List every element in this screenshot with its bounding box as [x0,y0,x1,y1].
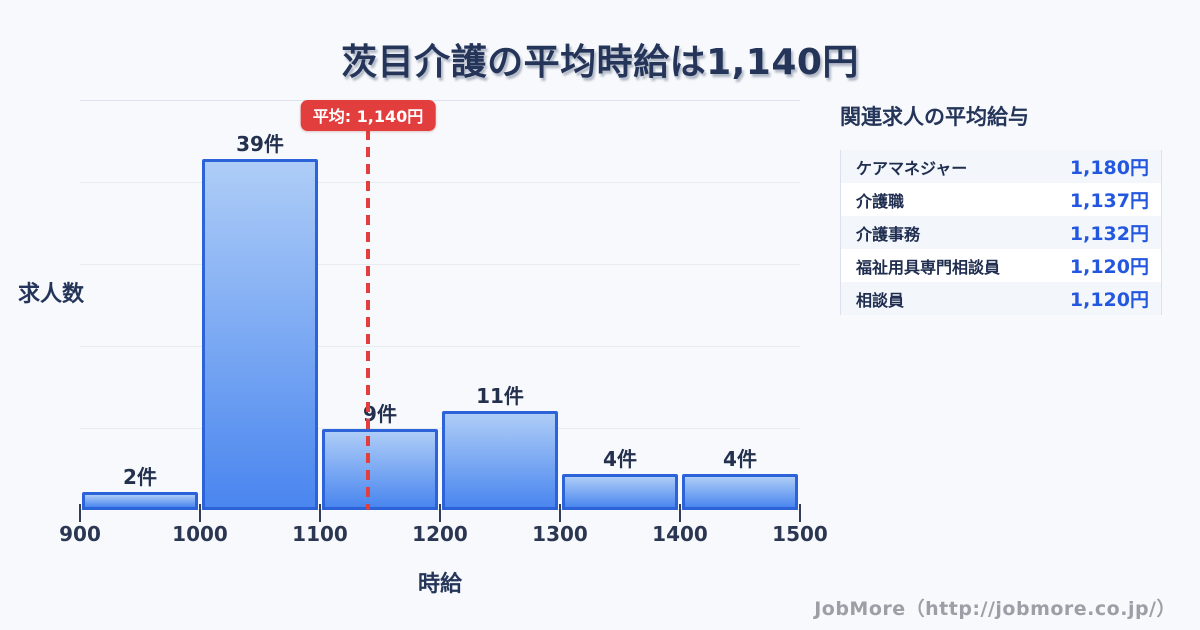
x-tick [79,504,81,522]
x-tick [319,504,321,522]
salary-row: 福祉用具専門相談員 1,120円 [841,249,1161,282]
salary-row-label: 介護事務 [856,224,921,244]
average-badge: 平均: 1,140円 [300,100,436,131]
bar-count-label: 39件 [236,132,284,156]
x-tick-label: 1500 [772,522,828,546]
x-axis-label: 時給 [417,572,462,597]
x-tick [679,504,681,522]
salary-row-value: 1,180円 [1069,157,1149,179]
salary-list: ケアマネジャー 1,180円介護職 1,137円介護事務 1,132円福祉用具専門相談… [840,150,1162,315]
page-title: 茨目介護の平均時給は1,140円 [341,42,859,83]
bar-count-label: 11件 [476,384,524,408]
salary-row-value: 1,132円 [1069,223,1149,245]
x-tick-label: 1300 [532,522,588,546]
bar-count-label: 4件 [723,447,757,471]
salary-row: 介護職 1,137円 [841,183,1161,216]
salary-row-value: 1,120円 [1069,256,1149,278]
related-jobs-panel: 関連求人の平均給与 ケアマネジャー 1,180円介護職 1,137円介護事務 1,13… [840,101,1162,315]
x-tick [799,504,801,522]
salary-row-label: 相談員 [856,290,905,310]
x-tick-label: 1400 [652,522,708,546]
x-tick-label: 1100 [292,522,348,546]
footer-credit: JobMore（http://jobmore.co.jp/） [814,598,1176,620]
gridline [80,428,800,429]
gridline [80,100,800,101]
x-tick-label: 1000 [172,522,228,546]
histogram-bar [82,492,198,510]
salary-row-label: 福祉用具専門相談員 [856,257,1001,277]
histogram-bar [322,429,438,510]
bar-count-label: 4件 [603,447,637,471]
bar-count-label: 9件 [363,402,397,426]
histogram-bar [562,474,678,510]
gridline [80,264,800,265]
salary-row: ケアマネジャー 1,180円 [841,150,1161,183]
average-badge-label: 平均: 1,140円 [312,107,424,126]
x-tick [439,504,441,522]
gridline [80,182,800,183]
histogram-bar [442,411,558,510]
salary-row-label: 介護職 [856,191,905,211]
salary-row: 相談員 1,120円 [841,282,1161,315]
x-tick-label: 900 [59,522,101,546]
salary-row-value: 1,120円 [1069,289,1149,311]
x-tick [199,504,201,522]
bar-count-label: 2件 [123,465,157,489]
y-axis-label: 求人数 [18,282,85,307]
salary-row-value: 1,137円 [1069,190,1149,212]
salary-row-label: ケアマネジャー [856,158,968,178]
average-line [366,130,370,510]
histogram-bar [202,159,318,510]
related-panel-title: 関連求人の平均給与 [840,105,1029,129]
salary-row: 介護事務 1,132円 [841,216,1161,249]
x-tick [559,504,561,522]
histogram-plot: 2件 39件 9件 11件 4件 4件 900 1000 1100 1200 1300 1400 15… [59,100,828,546]
gridline [80,346,800,347]
histogram-bar [682,474,798,510]
x-tick-label: 1200 [412,522,468,546]
